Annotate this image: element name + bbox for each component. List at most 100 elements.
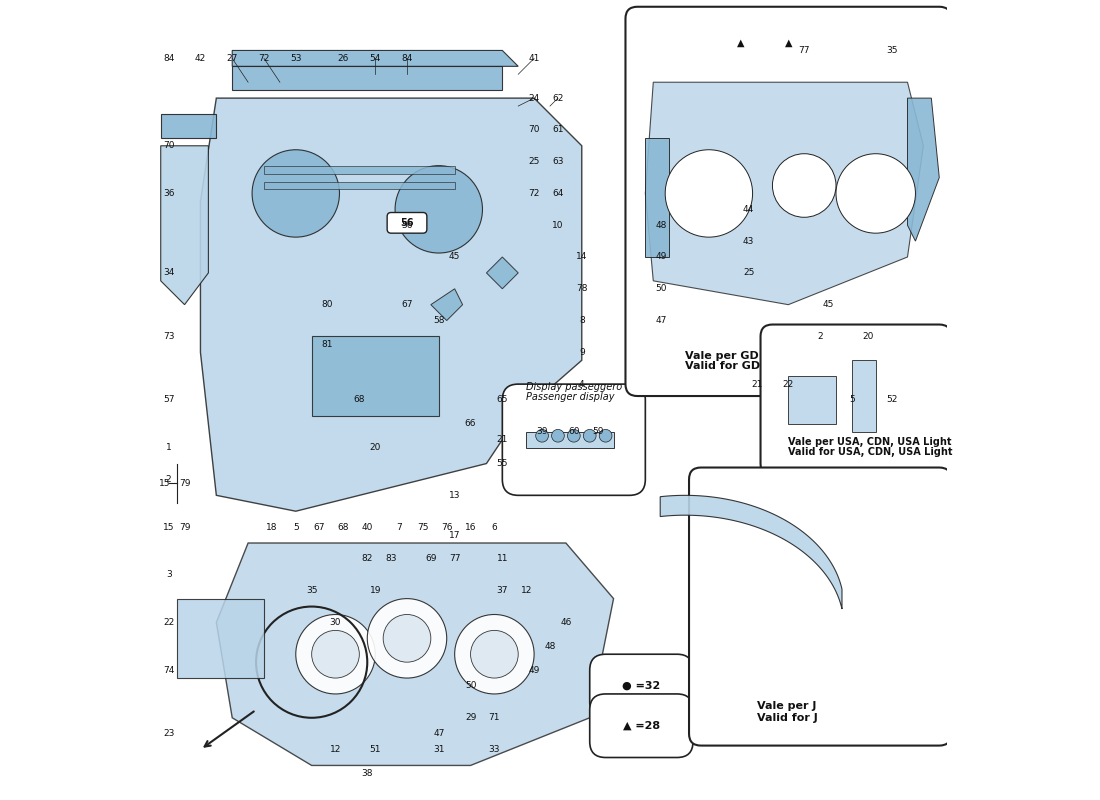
Circle shape [536, 430, 549, 442]
Text: 29: 29 [465, 714, 476, 722]
Text: 80: 80 [322, 300, 333, 309]
Text: 69: 69 [425, 554, 437, 563]
Text: Display passeggero: Display passeggero [526, 382, 623, 392]
Polygon shape [908, 98, 939, 241]
Text: 70: 70 [528, 126, 540, 134]
Text: 21: 21 [496, 435, 508, 444]
Text: 72: 72 [528, 189, 540, 198]
Text: 30: 30 [330, 618, 341, 627]
Text: 73: 73 [163, 332, 175, 341]
Text: 63: 63 [552, 157, 563, 166]
Text: 49: 49 [656, 253, 667, 262]
Polygon shape [851, 360, 876, 432]
Text: 74: 74 [163, 666, 175, 674]
Text: Vale per USA, CDN, USA Light: Vale per USA, CDN, USA Light [789, 437, 952, 447]
Text: 1: 1 [166, 443, 172, 452]
Circle shape [383, 614, 431, 662]
Text: 59: 59 [592, 427, 604, 436]
Polygon shape [264, 182, 454, 190]
Text: Valid for J: Valid for J [757, 713, 817, 722]
Text: Vale per GD: Vale per GD [685, 351, 759, 362]
Text: 78: 78 [576, 284, 587, 294]
Text: 12: 12 [520, 586, 532, 595]
Text: 33: 33 [488, 745, 501, 754]
Text: 70: 70 [163, 142, 175, 150]
Polygon shape [431, 289, 463, 321]
Text: 51: 51 [370, 745, 381, 754]
Text: 2: 2 [166, 475, 172, 484]
Text: 15: 15 [158, 479, 170, 488]
Polygon shape [486, 257, 518, 289]
Text: Valid for USA, CDN, USA Light: Valid for USA, CDN, USA Light [789, 446, 953, 457]
Text: 77: 77 [449, 554, 461, 563]
Circle shape [311, 630, 360, 678]
Text: 62: 62 [552, 94, 563, 102]
Text: 79: 79 [179, 522, 190, 532]
Text: 68: 68 [353, 395, 365, 405]
Text: 61: 61 [552, 126, 563, 134]
Circle shape [296, 614, 375, 694]
Polygon shape [177, 598, 264, 678]
Circle shape [568, 430, 580, 442]
Text: 6: 6 [492, 522, 497, 532]
Text: ● =32: ● =32 [623, 681, 660, 691]
Text: ▲ =28: ▲ =28 [623, 721, 660, 730]
Text: 20: 20 [370, 443, 381, 452]
Text: 37: 37 [496, 586, 508, 595]
Text: 5: 5 [293, 522, 299, 532]
Text: 17: 17 [449, 530, 461, 539]
Text: 56: 56 [402, 221, 412, 230]
Text: 67: 67 [314, 522, 326, 532]
FancyBboxPatch shape [626, 6, 952, 396]
Text: 47: 47 [433, 729, 444, 738]
Text: 50: 50 [465, 682, 476, 690]
Text: ▲: ▲ [737, 38, 745, 47]
Circle shape [583, 430, 596, 442]
Text: 67: 67 [402, 300, 412, 309]
Text: 58: 58 [433, 316, 444, 325]
Text: 5: 5 [849, 395, 855, 405]
Text: 81: 81 [322, 340, 333, 349]
Polygon shape [660, 495, 842, 609]
Text: 57: 57 [163, 395, 175, 405]
Circle shape [367, 598, 447, 678]
Text: ▲: ▲ [784, 38, 792, 47]
Text: 75: 75 [417, 522, 429, 532]
Polygon shape [526, 432, 614, 448]
Polygon shape [161, 114, 217, 138]
Text: 9: 9 [579, 348, 585, 357]
Text: 79: 79 [179, 479, 190, 488]
Text: 77: 77 [799, 46, 810, 55]
Text: 39: 39 [537, 427, 548, 436]
Polygon shape [161, 146, 208, 305]
Text: 38: 38 [362, 769, 373, 778]
Text: 53: 53 [290, 54, 301, 63]
Text: 68: 68 [338, 522, 349, 532]
Text: 13: 13 [449, 491, 461, 500]
Text: 16: 16 [465, 522, 476, 532]
Circle shape [454, 614, 535, 694]
Text: 64: 64 [552, 189, 563, 198]
Circle shape [252, 150, 340, 237]
Text: Vale per J: Vale per J [757, 701, 816, 711]
Text: 43: 43 [742, 237, 755, 246]
Polygon shape [232, 50, 518, 66]
Text: 65: 65 [496, 395, 508, 405]
Text: 31: 31 [433, 745, 444, 754]
Text: 24: 24 [528, 94, 540, 102]
Text: 60: 60 [568, 427, 580, 436]
Circle shape [471, 630, 518, 678]
Text: 10: 10 [552, 221, 563, 230]
Text: 82: 82 [362, 554, 373, 563]
Text: 4: 4 [579, 380, 584, 389]
Text: 18: 18 [266, 522, 277, 532]
Text: Valid for GD: Valid for GD [685, 361, 760, 371]
Polygon shape [232, 66, 503, 90]
Text: 22: 22 [783, 380, 794, 389]
FancyBboxPatch shape [590, 694, 693, 758]
Text: 46: 46 [560, 618, 572, 627]
Polygon shape [217, 543, 614, 766]
Circle shape [772, 154, 836, 218]
FancyBboxPatch shape [503, 384, 646, 495]
Text: 21: 21 [751, 380, 762, 389]
